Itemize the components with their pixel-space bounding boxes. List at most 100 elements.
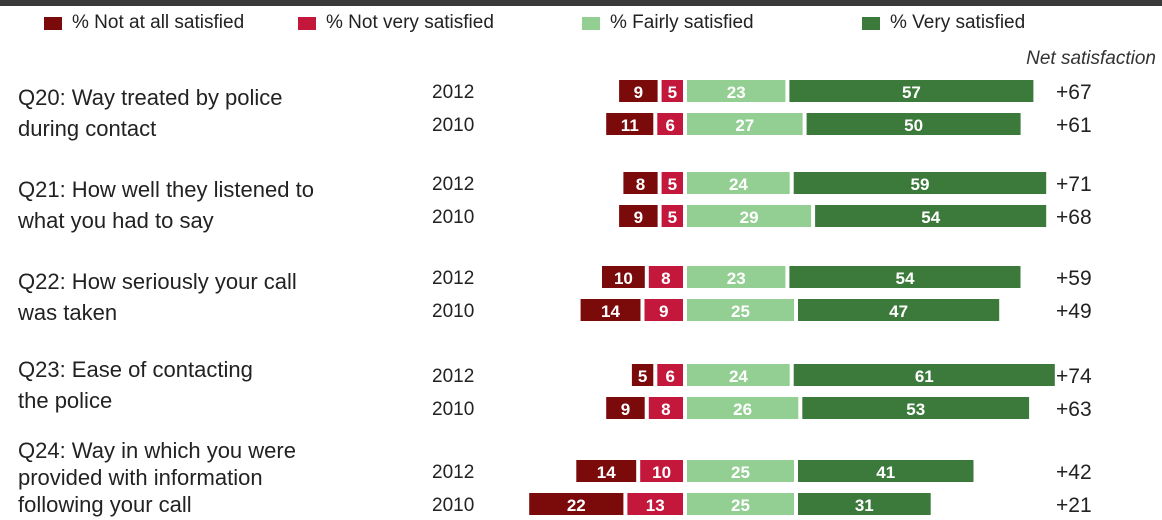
data-label-not-at-all: 14 [597, 463, 616, 482]
question-label-line: was taken [18, 300, 118, 325]
data-label-very: 54 [921, 208, 940, 227]
bar-segment-very [802, 397, 1030, 419]
question-label-q23: Q23: Ease of contacting the police [18, 354, 253, 416]
data-label-not-very: 10 [652, 463, 671, 482]
bar-segment-not-at-all [606, 397, 645, 419]
net-satisfaction-value: +59 [1056, 267, 1092, 290]
bar-segment-fairly [687, 493, 794, 515]
question-label-line: following your call [18, 492, 192, 517]
bar-segment-not-at-all [631, 364, 654, 386]
data-label-very: 57 [902, 83, 921, 102]
question-label-q21: Q21: How well they listened to what you … [18, 174, 314, 236]
legend-item-not-at-all: % Not at all satisfied [44, 12, 244, 34]
bar-segment-not-at-all [580, 299, 641, 321]
data-label-very: 59 [911, 175, 930, 194]
data-label-not-at-all: 22 [567, 496, 586, 515]
bar-segment-fairly [687, 299, 794, 321]
bar-segment-not-very [657, 364, 683, 386]
net-satisfaction-value: +68 [1056, 206, 1092, 229]
bar-segment-very [798, 299, 1000, 321]
legend-label-not-very: % Not very satisfied [326, 12, 494, 33]
bar-segment-not-very [627, 493, 683, 515]
data-label-fairly: 26 [733, 400, 752, 419]
data-label-not-very: 6 [665, 367, 674, 386]
data-label-not-very: 13 [646, 496, 665, 515]
legend-item-fairly: % Fairly satisfied [582, 12, 754, 34]
bar-segment-very [789, 266, 1021, 288]
bar-segment-not-very [648, 266, 683, 288]
data-label-fairly: 24 [729, 175, 748, 194]
net-satisfaction-value: +49 [1056, 300, 1092, 323]
data-label-very: 54 [896, 269, 915, 288]
bar-segment-not-at-all [623, 172, 658, 194]
bar-segment-not-at-all [602, 266, 645, 288]
data-label-not-at-all: 9 [621, 400, 630, 419]
year-label: 2010 [432, 207, 474, 228]
legend-label-very: % Very satisfied [890, 12, 1026, 33]
data-label-fairly: 25 [731, 463, 750, 482]
legend-item-not-very: % Not very satisfied [298, 12, 494, 34]
net-satisfaction-value: +67 [1056, 81, 1092, 104]
year-label: 2012 [432, 462, 474, 483]
bar-segment-fairly [687, 172, 790, 194]
bar-segment-not-very [644, 299, 683, 321]
legend-swatch-fairly [582, 16, 600, 30]
bar-segment-fairly [687, 397, 799, 419]
bar-segment-not-very [640, 460, 683, 482]
year-label: 2010 [432, 495, 474, 516]
bar-segment-not-very [661, 205, 683, 227]
data-label-not-very: 5 [668, 83, 677, 102]
bar-segment-very [798, 460, 974, 482]
year-label: 2012 [432, 82, 474, 103]
year-label: 2010 [432, 399, 474, 420]
bar-segment-fairly [687, 80, 786, 102]
data-label-fairly: 24 [729, 367, 748, 386]
bar-segment-fairly [687, 364, 790, 386]
net-satisfaction-value: +74 [1056, 365, 1092, 388]
year-label: 2012 [432, 174, 474, 195]
year-label: 2010 [432, 115, 474, 136]
data-label-not-at-all: 14 [601, 302, 620, 321]
data-label-very: 31 [855, 496, 874, 515]
data-label-not-very: 8 [661, 400, 670, 419]
bar-segment-not-very [661, 172, 683, 194]
net-satisfaction-value: +61 [1056, 114, 1092, 137]
data-label-very: 61 [915, 367, 934, 386]
data-label-fairly: 29 [740, 208, 759, 227]
data-label-not-at-all: 8 [636, 175, 645, 194]
top-rule [0, 0, 1162, 6]
question-label-q24: Q24: Way in which you were provided with… [18, 437, 296, 518]
data-label-fairly: 25 [731, 496, 750, 515]
data-label-not-at-all: 10 [614, 269, 633, 288]
year-label: 2012 [432, 268, 474, 289]
bar-segment-not-at-all [619, 80, 658, 102]
bar-segment-very [798, 493, 931, 515]
data-label-not-very: 8 [661, 269, 670, 288]
data-label-not-very: 5 [668, 175, 677, 194]
bar-segment-very [806, 113, 1021, 135]
question-label-line: what you had to say [18, 208, 214, 233]
net-satisfaction-heading: Net satisfaction [1026, 48, 1156, 69]
data-label-not-very: 5 [668, 208, 677, 227]
bar-segment-not-at-all [576, 460, 637, 482]
data-label-not-very: 9 [659, 302, 668, 321]
net-satisfaction-value: +42 [1056, 461, 1092, 484]
question-label-q22: Q22: How seriously your call was taken [18, 266, 297, 328]
bar-segment-not-very [648, 397, 683, 419]
bar-segment-not-very [661, 80, 683, 102]
year-label: 2012 [432, 366, 474, 387]
bar-segment-fairly [687, 266, 786, 288]
data-label-very: 47 [889, 302, 908, 321]
question-label-line: Q22: How seriously your call [18, 269, 297, 294]
bar-segment-very [789, 80, 1034, 102]
bar-segment-not-at-all [606, 113, 654, 135]
bar-segment-not-at-all [529, 493, 624, 515]
bar-segment-very [815, 205, 1047, 227]
data-label-not-at-all: 11 [621, 116, 639, 135]
legend-swatch-very [862, 16, 880, 30]
legend-item-very: % Very satisfied [862, 12, 1025, 34]
legend-label-not-at-all: % Not at all satisfied [72, 12, 245, 33]
data-label-not-very: 6 [665, 116, 674, 135]
question-label-line: Q23: Ease of contacting [18, 357, 253, 382]
